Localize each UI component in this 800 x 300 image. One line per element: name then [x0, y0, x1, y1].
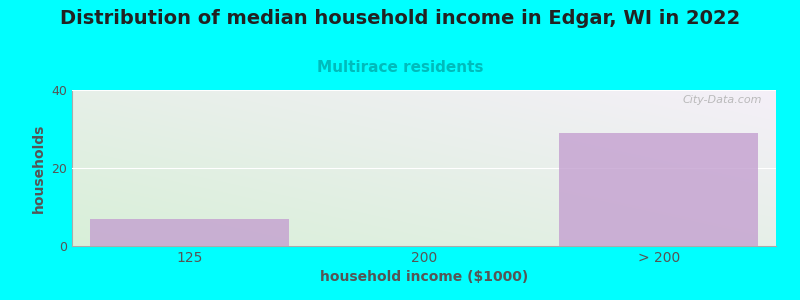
- Y-axis label: households: households: [32, 123, 46, 213]
- Text: City-Data.com: City-Data.com: [682, 95, 762, 105]
- Bar: [90, 219, 289, 246]
- Bar: [559, 133, 758, 246]
- X-axis label: household income ($1000): household income ($1000): [320, 270, 528, 284]
- Text: Distribution of median household income in Edgar, WI in 2022: Distribution of median household income …: [60, 9, 740, 28]
- Text: Multirace residents: Multirace residents: [317, 60, 483, 75]
